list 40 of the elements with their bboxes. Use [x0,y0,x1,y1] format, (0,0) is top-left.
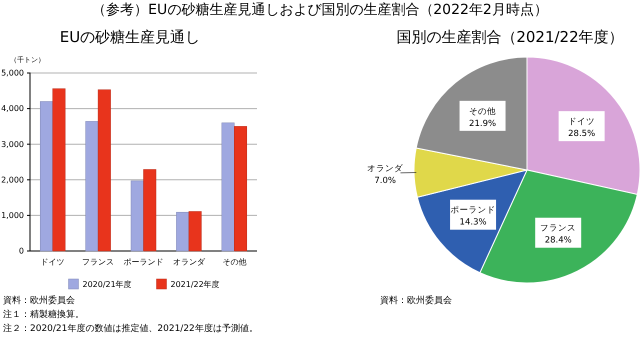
bar [188,211,202,252]
x-tick-label: フランス [82,258,114,267]
bar [52,88,66,252]
bar [130,180,144,252]
bar [40,101,53,252]
slice-label: ポーランド [450,206,496,216]
slice-label: その他 [469,106,496,117]
text: 注１：精製糖換算。 [3,309,84,320]
text: 資料：欧州委員会 [3,295,75,306]
text: 資料：欧州委員会 [380,295,452,306]
data-label: 14.3% [460,218,487,228]
y-tick-label: 3,000 [1,140,24,149]
x-tick-label: その他 [222,258,246,267]
y-tick-label: 2,000 [1,175,24,184]
bar [98,89,111,252]
x-tick-label: オランダ [172,258,206,267]
slice-label: フランス [540,224,576,234]
y-tick-label: 1,000 [1,210,24,220]
legend-label: 2021/22年度 [170,280,220,289]
y-tick-label: 5,000 [1,68,24,78]
bar [222,122,235,252]
text: （参考）EUの砂糖生産見通しおよび国別の生産割合（2022年2月時点） [92,2,548,18]
slice-label: オランダ [367,163,404,174]
data-label: 21.9% [469,118,496,129]
data-label: 7.0% [374,176,396,186]
legend-label: 2020/21年度 [82,280,132,289]
x-tick-label: ポーランド [124,258,164,267]
slice-label: ドイツ [568,117,596,128]
y-tick-label: 4,000 [1,104,24,114]
y-tick-label: 0 [18,246,24,256]
bar [176,212,190,252]
data-label: 28.5% [568,129,596,140]
bar [234,126,248,252]
text: 注２：2020/21年度の数値は推定値、2021/22年度は予測値。 [3,323,258,334]
bar [143,169,156,252]
chart-title: 国別の生産割合（2021/22年度） [396,28,624,46]
chart-subtitle: EUの砂糖生産見通し [60,28,200,46]
data-label: 28.4% [544,236,572,246]
bar [85,121,98,252]
x-tick-label: ドイツ [40,258,65,267]
